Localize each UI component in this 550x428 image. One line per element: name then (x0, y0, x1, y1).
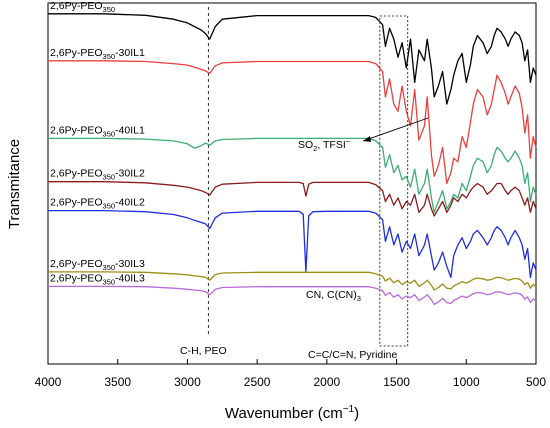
series-label-7: 2,6Py-PEO350-40IL3 (50, 272, 145, 286)
series-label-6: 2,6Py-PEO350-30IL3 (50, 258, 145, 272)
annotation-so2-arrow (362, 117, 429, 142)
series-line-1 (48, 13, 537, 105)
series-line-6 (48, 271, 537, 291)
series-line-2 (48, 60, 537, 185)
series-lines (48, 13, 537, 306)
annotation-so2: SO2, TFSI− (298, 137, 351, 153)
annotation-cn: CN, C(CN)3 (306, 289, 361, 303)
series-label-2: 2,6Py-PEO350-30IL1 (50, 47, 145, 61)
plot-frame (47, 2, 537, 365)
x-tick-label: 3500 (104, 375, 131, 389)
series-labels: 2,6Py-PEO350 2,6Py-PEO350-30IL1 2,6Py-PEO3… (50, 0, 145, 286)
x-tick-label: 2000 (314, 375, 341, 389)
series-label-5: 2,6Py-PEO350-40IL2 (50, 197, 145, 211)
x-tick-label: 4000 (35, 375, 62, 389)
series-line-4 (48, 181, 537, 217)
x-ticks: 4000 3500 3000 2500 2000 1500 1000 500 (35, 359, 546, 389)
series-line-7 (48, 285, 537, 306)
annotation-so2-arrowhead (363, 136, 371, 142)
series-label-4: 2,6Py-PEO350-30IL2 (50, 168, 145, 182)
x-tick-label: 2500 (244, 375, 271, 389)
x-tick-label: 3000 (174, 375, 201, 389)
series-label-1: 2,6Py-PEO350 (50, 0, 115, 14)
annotation-ch: C-H, PEO (180, 345, 227, 357)
x-tick-label: 500 (526, 375, 546, 389)
x-axis-label: Wavenumber (cm−1) (225, 404, 359, 422)
series-label-3: 2,6Py-PEO350-40IL1 (50, 124, 145, 138)
x-tick-label: 1500 (383, 375, 410, 389)
x-tick-label: 1000 (453, 375, 480, 389)
series-line-3 (48, 137, 537, 214)
y-axis-label: Transmitance (6, 139, 23, 229)
annotation-pyridine: C=C/C=N, Pyridine (308, 349, 397, 361)
series-line-5 (48, 209, 537, 279)
